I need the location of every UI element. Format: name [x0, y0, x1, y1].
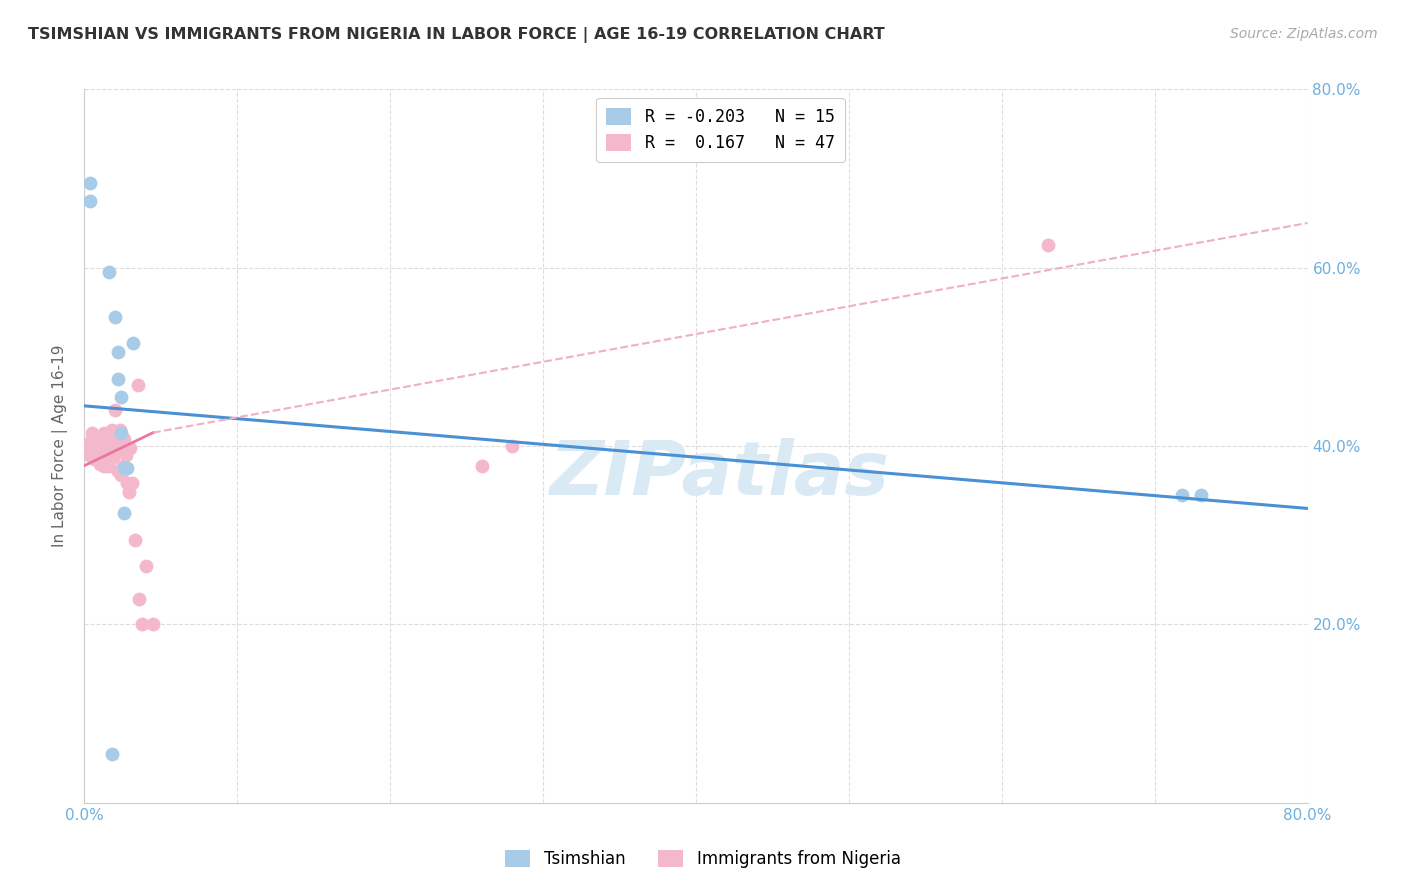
Point — [107, 372, 129, 386]
Point — [112, 506, 135, 520]
Point — [79, 176, 101, 190]
Point — [115, 476, 138, 491]
Point — [135, 559, 157, 574]
Point — [91, 448, 114, 462]
Point — [76, 443, 98, 458]
Point — [131, 617, 153, 632]
Point — [86, 448, 108, 462]
Point — [80, 425, 103, 440]
Point — [1189, 488, 1212, 502]
Point — [79, 434, 101, 449]
Text: TSIMSHIAN VS IMMIGRANTS FROM NIGERIA IN LABOR FORCE | AGE 16-19 CORRELATION CHAR: TSIMSHIAN VS IMMIGRANTS FROM NIGERIA IN … — [28, 27, 884, 43]
Point — [97, 458, 120, 473]
Point — [120, 441, 142, 455]
Point — [104, 403, 127, 417]
Point — [94, 448, 117, 462]
Point — [101, 439, 124, 453]
Point — [110, 425, 132, 440]
Point — [90, 443, 112, 458]
Point — [1171, 488, 1194, 502]
Point — [142, 617, 165, 632]
Point — [122, 336, 145, 351]
Point — [107, 441, 129, 455]
Point — [502, 439, 524, 453]
Point — [114, 448, 136, 462]
Point — [96, 432, 118, 446]
Text: Source: ZipAtlas.com: Source: ZipAtlas.com — [1230, 27, 1378, 41]
Point — [83, 452, 105, 467]
Point — [107, 345, 129, 359]
Point — [104, 446, 127, 460]
Point — [110, 467, 132, 482]
Point — [111, 458, 134, 473]
Point — [77, 448, 100, 462]
Point — [104, 310, 127, 324]
Point — [108, 423, 131, 437]
Point — [127, 378, 149, 392]
Point — [101, 423, 124, 437]
Point — [471, 458, 494, 473]
Point — [118, 485, 141, 500]
Point — [115, 441, 138, 455]
Point — [98, 443, 121, 458]
Y-axis label: In Labor Force | Age 16-19: In Labor Force | Age 16-19 — [52, 344, 69, 548]
Point — [93, 458, 115, 473]
Point — [89, 434, 111, 449]
Point — [1036, 238, 1059, 252]
Text: ZIPatlas: ZIPatlas — [550, 438, 890, 511]
Point — [115, 461, 138, 475]
Point — [105, 432, 128, 446]
Point — [79, 194, 101, 208]
Point — [128, 592, 150, 607]
Point — [112, 432, 135, 446]
Point — [111, 441, 134, 455]
Point — [101, 747, 124, 761]
Point — [110, 390, 132, 404]
Point — [89, 457, 111, 471]
Point — [121, 476, 143, 491]
Point — [80, 443, 103, 458]
Point — [103, 450, 125, 464]
Point — [87, 439, 110, 453]
Point — [107, 464, 129, 478]
Point — [112, 461, 135, 475]
Point — [124, 533, 146, 547]
Point — [93, 425, 115, 440]
Legend: R = -0.203   N = 15, R =  0.167   N = 47: R = -0.203 N = 15, R = 0.167 N = 47 — [596, 97, 845, 162]
Legend: Tsimshian, Immigrants from Nigeria: Tsimshian, Immigrants from Nigeria — [499, 843, 907, 875]
Point — [84, 448, 107, 462]
Point — [97, 265, 120, 279]
